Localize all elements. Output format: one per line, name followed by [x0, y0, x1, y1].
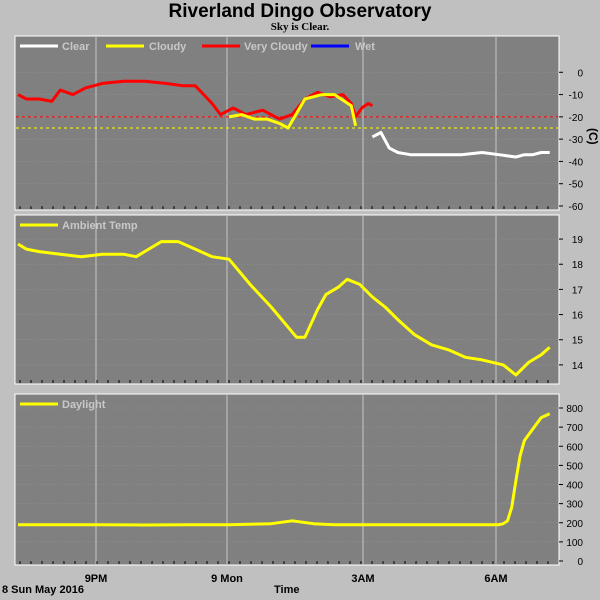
- y-tick-label: -60: [569, 202, 584, 213]
- y-axis-label: (C): [586, 128, 600, 145]
- y-tick-label: 0: [577, 68, 583, 79]
- y-tick-label: -30: [569, 135, 584, 146]
- series-line-clear: [371, 131, 550, 159]
- x-tick-label: 9PM: [85, 573, 108, 585]
- legend-label: Ambient Temp: [62, 220, 138, 232]
- series-line-cloudy: [228, 93, 358, 130]
- series-line-daylight: [18, 412, 551, 527]
- y-tick-label: 800: [566, 404, 583, 415]
- plot-area: [14, 35, 560, 211]
- y-tick-label: 600: [566, 442, 583, 453]
- plot-area: [14, 214, 560, 385]
- date-label: 8 Sun May 2016: [2, 584, 84, 596]
- y-tick-label: 14: [572, 361, 584, 372]
- sky-status: Sky is Clear.: [270, 21, 330, 33]
- series-line-ambient-temp: [17, 240, 551, 377]
- legend-label: Very Cloudy: [244, 41, 308, 53]
- y-tick-label: -40: [569, 157, 584, 168]
- y-tick-label: -10: [569, 91, 584, 102]
- y-tick-label: -50: [569, 180, 584, 191]
- x-tick-label: 9 Mon: [211, 573, 243, 585]
- y-tick-label: 17: [572, 285, 584, 296]
- y-tick-label: 300: [566, 500, 583, 511]
- y-tick-label: -20: [569, 113, 584, 124]
- x-axis-title: Time: [274, 584, 300, 596]
- legend-label: Wet: [355, 41, 375, 53]
- y-tick-label: 16: [572, 311, 584, 322]
- y-tick-label: 100: [566, 538, 583, 549]
- x-tick-label: 6AM: [484, 573, 507, 585]
- y-tick-label: 18: [572, 260, 584, 271]
- y-tick-label: 0: [577, 557, 583, 568]
- legend-label: Clear: [62, 41, 90, 53]
- y-tick-label: 200: [566, 519, 583, 530]
- y-tick-label: 400: [566, 481, 583, 492]
- chart-panel-2: 19 18 17 16 15 14 Ambient Temp: [14, 214, 584, 385]
- x-tick-label: 3AM: [351, 573, 374, 585]
- series-line-very-cloudy: [17, 79, 374, 121]
- y-tick-label: 700: [566, 423, 583, 434]
- y-tick-label: 500: [566, 461, 583, 472]
- chart-panel-1: 0 -10 -20 -30 -40 -50 -60 (C) Clear Cloudy Very Cl…: [14, 35, 600, 213]
- page-title: Riverland Dingo Observatory: [168, 1, 432, 22]
- plot-area: [14, 393, 560, 566]
- legend-label: Cloudy: [149, 41, 187, 53]
- chart-panel-3: 800 700 600 500 400 300 200 100 0 Daylight 9PM 9 Mo…: [14, 393, 583, 585]
- y-tick-label: 15: [572, 336, 584, 347]
- legend-label: Daylight: [62, 399, 106, 411]
- y-tick-label: 19: [572, 235, 584, 246]
